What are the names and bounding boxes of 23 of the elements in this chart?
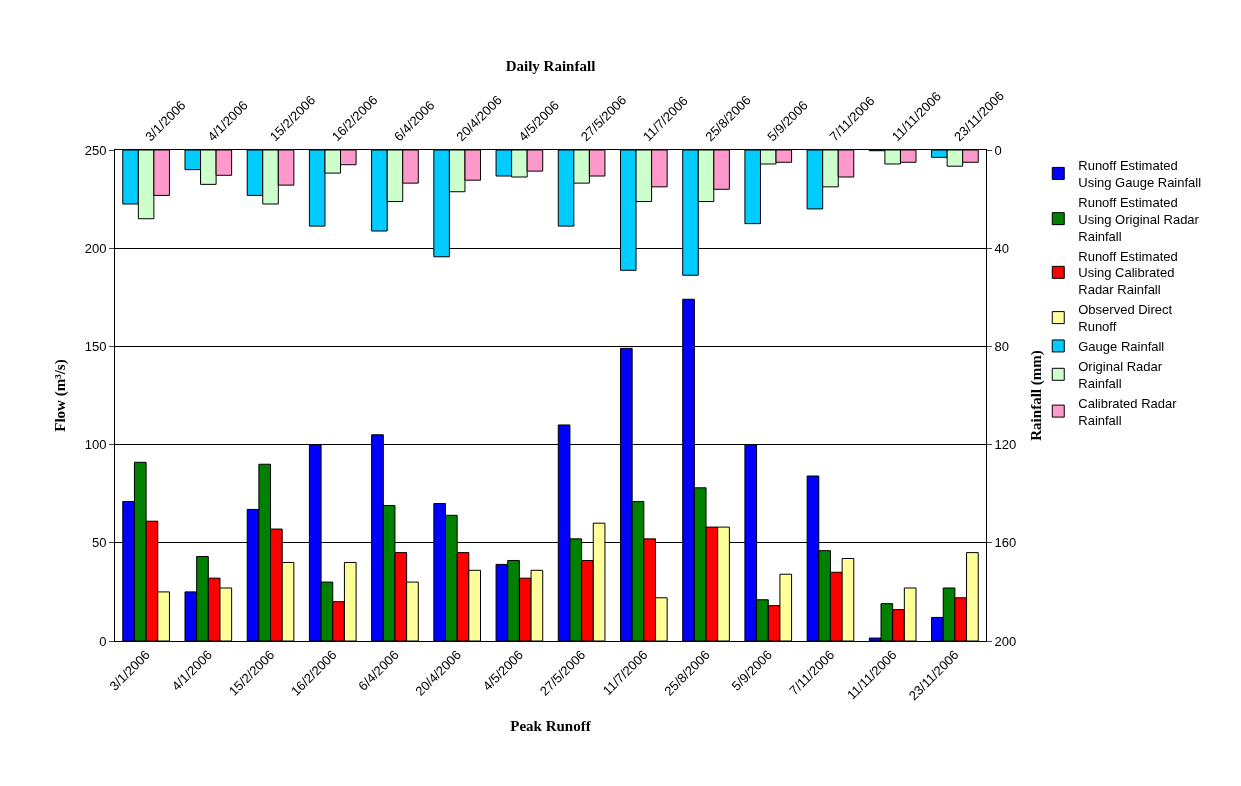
legend-label: Runoff Estimated Using Original Radar Rainfall — [1078, 194, 1200, 244]
y-tick-label: 200 — [84, 240, 107, 256]
y2-tick-label: 120 — [994, 437, 1017, 453]
y-tick-label: 50 — [91, 535, 107, 551]
y-tick-label: 100 — [84, 437, 107, 453]
y2-tick-label: 40 — [994, 240, 1010, 256]
y-tick-label: 150 — [84, 338, 107, 354]
x-axis-title: Peak Runoff — [510, 718, 592, 735]
legend-label: Runoff Estimated Using Calibrated Radar Rainfall — [1078, 248, 1178, 298]
legend-label: Observed Direct Runoff — [1078, 302, 1173, 335]
legend-label: Gauge Rainfall — [1078, 339, 1165, 355]
y-tick-label: 250 — [84, 142, 107, 158]
y2-tick-label: 80 — [994, 338, 1010, 354]
y2-tick-label: 160 — [994, 535, 1017, 551]
legend-label: Runoff Estimated Using Gauge Rainfall — [1078, 158, 1202, 190]
legend-label: Calibrated Radar Rainfall — [1078, 395, 1178, 428]
x2-axis-title: Daily Rainfall — [505, 58, 596, 75]
y-tick-label: 0 — [99, 633, 107, 649]
y2-axis-title: Rainfall (mm) — [1028, 350, 1046, 441]
legend-label: Original Radar Rainfall — [1078, 358, 1163, 391]
y2-tick-label: 200 — [994, 633, 1017, 649]
y-axis-title: Flow (m³/s) — [51, 359, 69, 432]
y2-tick-label: 0 — [994, 142, 1002, 158]
